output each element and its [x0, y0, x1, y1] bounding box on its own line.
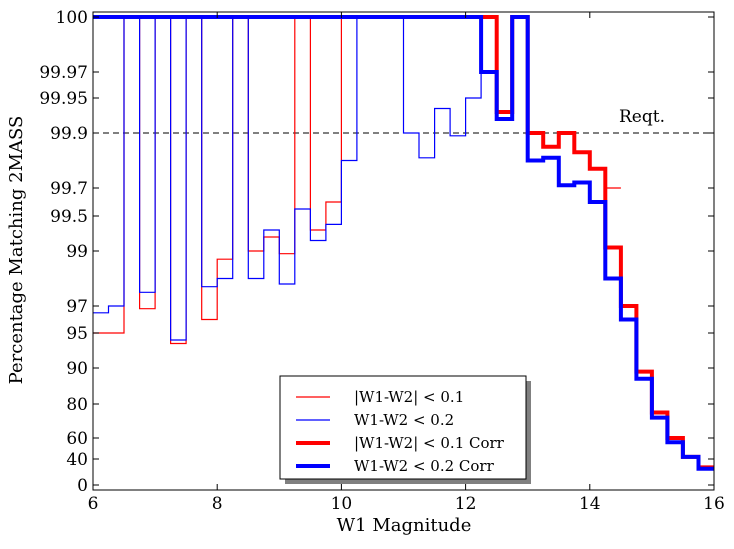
x-tick-label: 12: [455, 494, 477, 514]
y-tick-label: 40: [66, 450, 88, 470]
y-tick-label: 99: [66, 242, 88, 262]
legend-label: |W1-W2| < 0.1 Corr: [354, 434, 505, 452]
x-tick-label: 10: [331, 494, 353, 514]
legend: |W1-W2| < 0.1 W1-W2 < 0.2 |W1-W2| < 0.1 Co…: [279, 375, 531, 484]
legend-box: [279, 375, 527, 480]
y-axis-title: Percentage Matching 2MASS: [6, 116, 27, 385]
x-tick-label: 16: [703, 494, 725, 514]
y-tick-label: 97: [66, 297, 88, 317]
y-tick-label: 99.97: [39, 63, 88, 83]
x-tick-label: 14: [579, 494, 601, 514]
y-tick-label: 99.95: [39, 89, 88, 109]
y-tick-label: 99.9: [50, 124, 88, 144]
y-tick-label: 90: [66, 359, 88, 379]
y-tick-label: 95: [66, 324, 88, 344]
legend-label: W1-W2 < 0.2 Corr: [354, 457, 495, 475]
y-tick-label: 100: [56, 8, 88, 28]
legend-label: W1-W2 < 0.2: [354, 411, 454, 429]
plot-area: [93, 15, 714, 471]
x-axis-title: W1 Magnitude: [337, 515, 472, 536]
series-line-4: [93, 15, 714, 471]
x-tick-label: 8: [212, 494, 223, 514]
y-tick-label: 99.7: [50, 179, 88, 199]
y-tick-label: 80: [66, 395, 88, 415]
y-tick-label: 99.5: [50, 207, 88, 227]
x-tick-label: 6: [88, 494, 99, 514]
y-tick-label: 60: [66, 429, 88, 449]
y-tick-label: 0: [77, 476, 88, 496]
reference-line-label: Reqt.: [619, 107, 665, 127]
legend-label: |W1-W2| < 0.1: [354, 388, 464, 406]
